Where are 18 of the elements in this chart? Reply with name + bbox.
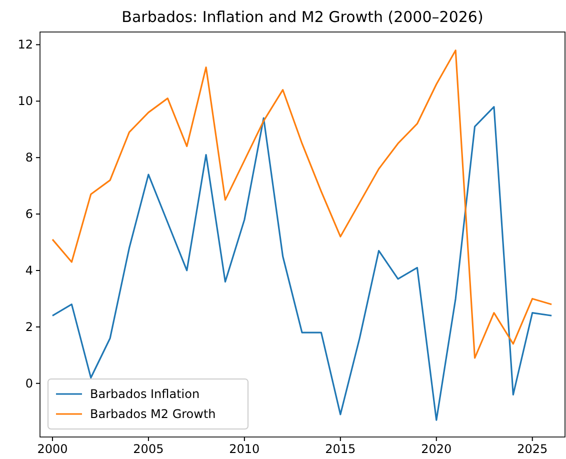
line-series [52, 50, 552, 359]
chart-title: Barbados: Inflation and M2 Growth (2000–2026) [122, 8, 484, 26]
legend-label: Barbados M2 Growth [90, 407, 216, 421]
x-tick-label: 2020 [421, 442, 452, 456]
x-tick-label: 2005 [133, 442, 164, 456]
y-tick-label: 0 [25, 376, 33, 390]
y-tick-label: 4 [25, 263, 33, 278]
y-tick-label: 2 [25, 320, 33, 334]
x-tick-label: 2000 [37, 442, 68, 456]
legend-label: Barbados Inflation [90, 387, 200, 401]
y-tick-label: 8 [25, 150, 33, 165]
line-series [52, 106, 552, 421]
y-tick-label: 6 [25, 207, 33, 222]
x-tick-label: 2015 [325, 442, 356, 456]
y-tick-label: 10 [18, 94, 33, 108]
x-tick-label: 2010 [229, 442, 260, 456]
x-tick-label: 2025 [517, 442, 548, 456]
y-tick-label: 12 [18, 38, 33, 52]
